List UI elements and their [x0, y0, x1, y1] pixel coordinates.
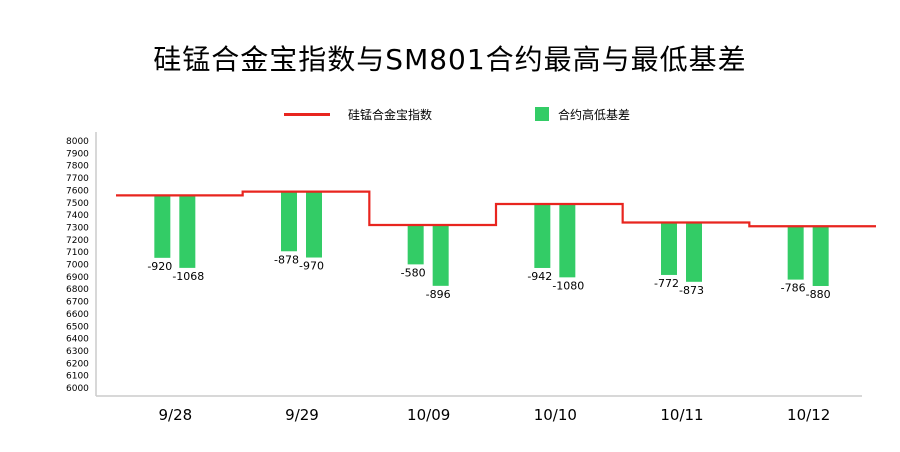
x-tick-label: 10/11: [660, 406, 703, 424]
basis-low-label: -873: [679, 284, 704, 297]
y-tick-label: 7500: [66, 199, 89, 209]
y-tick-label: 6100: [66, 372, 89, 382]
chart-title: 硅锰合金宝指数与SM801合约最高与最低基差: [153, 43, 747, 76]
y-tick-label: 6400: [66, 335, 89, 345]
basis-high-bar: [534, 203, 551, 268]
y-tick-label: 6900: [66, 273, 89, 283]
basis-low-label: -970: [299, 260, 324, 273]
legend-index-label: 硅锰合金宝指数: [348, 108, 433, 122]
y-tick-label: 7100: [66, 248, 89, 258]
basis-high-label: -772: [654, 277, 679, 290]
basis-high-bar: [154, 195, 171, 258]
y-tick-label: 6000: [66, 384, 89, 394]
basis-low-bar: [306, 191, 322, 258]
basis-low-label: -1068: [172, 270, 204, 283]
x-tick-label: 10/09: [407, 406, 450, 424]
basis-low-bar: [686, 222, 702, 282]
x-tick-label: 10/12: [787, 406, 830, 424]
basis-high-bar: [787, 226, 804, 280]
y-tick-label: 8000: [66, 137, 89, 147]
y-tick-label: 6800: [66, 285, 89, 295]
y-tick-label: 7700: [66, 174, 89, 184]
basis-low-bar: [432, 224, 449, 286]
y-tick-label: 7300: [66, 223, 89, 233]
y-tick-label: 6300: [66, 347, 89, 357]
y-tick-label: 7200: [66, 236, 89, 246]
basis-low-bar: [812, 226, 829, 286]
y-tick-label: 6200: [66, 359, 89, 369]
basis-low-label: -1080: [552, 279, 584, 292]
y-tick-label: 7900: [66, 149, 89, 159]
legend-basis-label: 合约高低基差: [558, 108, 631, 122]
x-tick-label: 9/29: [285, 406, 319, 424]
basis-low-label: -896: [426, 288, 451, 301]
basis-high-label: -942: [527, 270, 552, 283]
y-tick-label: 7800: [66, 162, 89, 172]
basis-high-label: -878: [274, 253, 299, 266]
index-step-line: [116, 190, 876, 228]
legend-index-swatch: [284, 113, 330, 116]
y-tick-label: 7600: [66, 186, 89, 196]
x-tick-label: 9/28: [158, 406, 192, 424]
y-tick-label: 7400: [66, 211, 89, 221]
basis-low-bar: [179, 195, 196, 268]
legend-basis-swatch: [535, 107, 549, 121]
basis-low-label: -880: [806, 288, 831, 301]
y-tick-label: 6500: [66, 322, 89, 332]
basis-high-bar: [281, 191, 297, 252]
basis-high-bar: [661, 222, 677, 275]
y-tick-label: 6700: [66, 298, 89, 308]
basis-high-bar: [407, 224, 424, 265]
basis-low-bar: [559, 203, 576, 278]
basis-high-label: -580: [401, 266, 426, 279]
y-tick-label: 6600: [66, 310, 89, 320]
x-tick-label: 10/10: [534, 406, 577, 424]
basis-high-label: -920: [147, 260, 172, 273]
basis-high-label: -786: [781, 282, 806, 295]
y-tick-label: 7000: [66, 261, 89, 271]
legend: 硅锰合金宝指数 合约高低基差: [0, 104, 900, 124]
